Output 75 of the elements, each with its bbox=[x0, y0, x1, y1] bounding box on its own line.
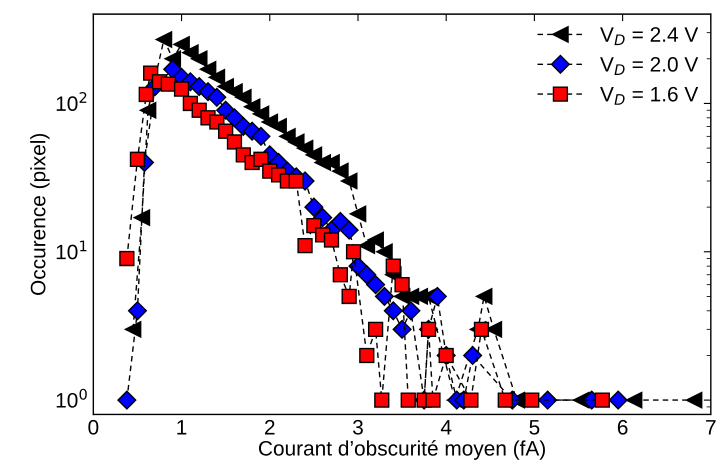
point bbox=[117, 390, 136, 410]
point bbox=[392, 320, 412, 339]
point bbox=[234, 88, 252, 106]
x-tick-label: 6 bbox=[618, 420, 628, 435]
y-tick-label: 10$^{0}$ bbox=[56, 388, 87, 408]
x-tick-label: 0 bbox=[88, 420, 98, 435]
point bbox=[394, 277, 410, 292]
point bbox=[207, 88, 226, 107]
point bbox=[342, 288, 357, 304]
point bbox=[208, 68, 226, 86]
point bbox=[594, 392, 610, 408]
point bbox=[463, 346, 482, 365]
legend-label: V$_{D}$ = 2.4 V bbox=[600, 27, 698, 46]
x-axis-title: Courant d’obscurité moyen (fA) bbox=[258, 440, 545, 460]
point bbox=[340, 220, 359, 240]
point bbox=[367, 232, 384, 248]
point bbox=[425, 392, 441, 408]
point bbox=[253, 152, 269, 167]
x-tick-label: 3 bbox=[352, 420, 363, 435]
point bbox=[156, 31, 172, 48]
point bbox=[428, 286, 447, 306]
point bbox=[366, 275, 386, 294]
point bbox=[626, 392, 642, 408]
point bbox=[134, 209, 150, 226]
point bbox=[401, 301, 420, 320]
y-tick-label: 10$^{2}$ bbox=[56, 92, 86, 112]
point bbox=[297, 238, 313, 254]
point bbox=[138, 86, 154, 102]
point bbox=[173, 36, 190, 53]
point bbox=[386, 258, 401, 274]
legend-label: V$_{D}$ = 1.6 V bbox=[600, 86, 698, 105]
legend-label: V$_{D}$ = 2.0 V bbox=[600, 56, 698, 75]
point bbox=[130, 152, 146, 167]
point bbox=[498, 392, 513, 408]
point bbox=[608, 390, 628, 410]
point bbox=[463, 392, 479, 408]
x-tick-label: 5 bbox=[529, 420, 540, 435]
point bbox=[346, 244, 362, 260]
point bbox=[190, 50, 208, 68]
point bbox=[332, 162, 349, 180]
point bbox=[226, 134, 242, 150]
x-tick-label: 2 bbox=[265, 420, 275, 434]
x-tick-label: 4 bbox=[440, 420, 452, 434]
point bbox=[524, 392, 540, 408]
point bbox=[374, 286, 394, 306]
point bbox=[124, 321, 142, 338]
point bbox=[400, 392, 416, 408]
point bbox=[218, 124, 234, 139]
point bbox=[538, 390, 558, 410]
y-tick-label: 10$^{1}$ bbox=[56, 240, 86, 260]
y-axis-title: Occurence (pixel) bbox=[30, 134, 50, 295]
point bbox=[324, 232, 340, 248]
point bbox=[251, 126, 270, 146]
point bbox=[340, 172, 358, 190]
point bbox=[252, 106, 270, 122]
point bbox=[119, 250, 134, 266]
point bbox=[304, 198, 324, 217]
point bbox=[288, 173, 304, 189]
point bbox=[474, 322, 490, 337]
point bbox=[357, 265, 376, 284]
x-tick-label: 1 bbox=[177, 420, 186, 434]
point bbox=[686, 392, 702, 408]
point bbox=[376, 243, 393, 260]
x-tick-label: 7 bbox=[706, 420, 716, 434]
point bbox=[374, 392, 390, 408]
point bbox=[350, 206, 366, 222]
point bbox=[384, 301, 403, 320]
point bbox=[476, 288, 492, 305]
point bbox=[270, 118, 287, 135]
point bbox=[160, 76, 176, 92]
point bbox=[368, 322, 384, 337]
point bbox=[128, 301, 147, 320]
point bbox=[332, 267, 348, 282]
point bbox=[359, 348, 374, 364]
point bbox=[140, 102, 156, 119]
